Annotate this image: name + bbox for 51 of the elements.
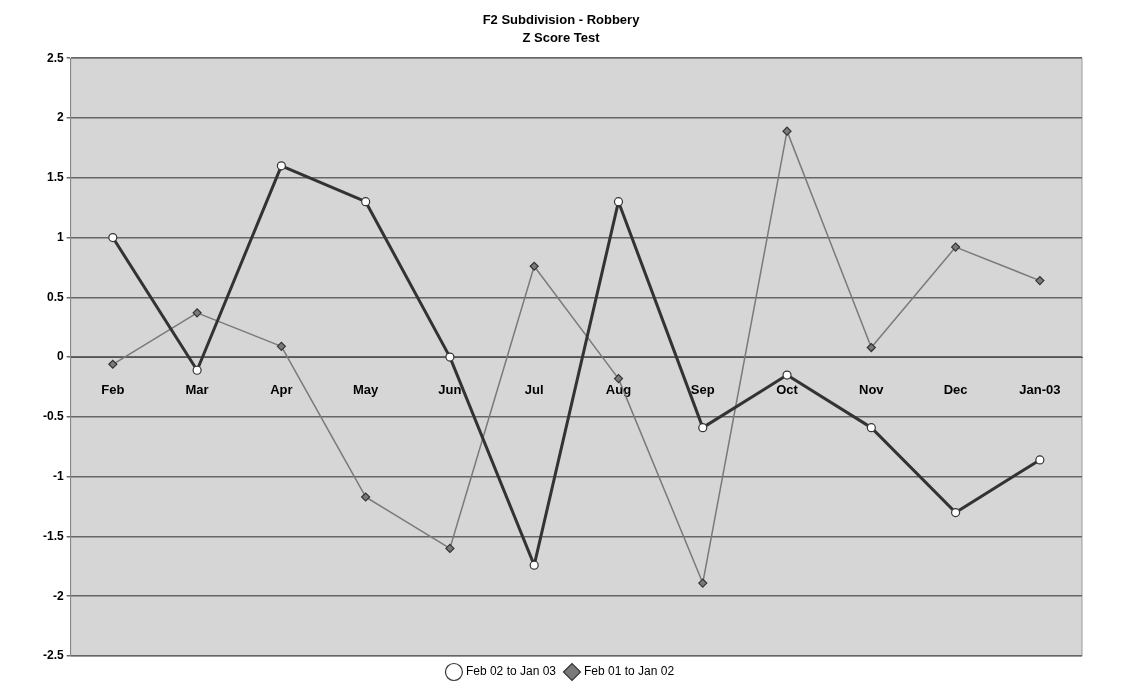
y-tick-label: 0: [56, 349, 64, 364]
point: [361, 197, 371, 207]
point: [192, 365, 202, 375]
y-tick-label: 1.5: [46, 170, 64, 185]
point: [276, 161, 286, 171]
y-tick-label: -2.5: [42, 648, 64, 663]
point: [1035, 455, 1045, 465]
y-tick-label: -1: [53, 468, 64, 483]
x-tick-label: Sep: [690, 382, 715, 398]
chart-title: F2 Subdivision - Robbery: [482, 12, 641, 28]
point: [950, 507, 961, 518]
point: [445, 352, 455, 362]
y-tick-label: -0.5: [42, 409, 64, 424]
point: [698, 578, 708, 588]
point: [445, 543, 455, 553]
x-tick-label: Dec: [943, 382, 968, 398]
point: [698, 423, 708, 433]
point: [529, 261, 539, 271]
point: [108, 359, 118, 369]
point: [866, 342, 876, 353]
point: [192, 308, 202, 318]
y-tick-label: 0.5: [46, 289, 64, 304]
point: [361, 492, 371, 502]
y-tick-label: 2: [56, 110, 64, 125]
y-tick-label: 1: [56, 229, 64, 244]
x-tick-label: Apr: [270, 382, 293, 398]
y-tick-label: -2: [53, 588, 64, 603]
y-tick-label: 2.5: [46, 50, 64, 65]
x-tick-label: Aug: [605, 382, 632, 398]
legend-label: Feb 01 to Jan 02: [584, 664, 675, 679]
x-tick-label: Nov: [859, 382, 885, 398]
point: [613, 197, 624, 207]
point: [950, 242, 961, 252]
y-tick-label: -1.5: [42, 528, 64, 543]
point: [108, 232, 118, 243]
x-tick-label: Oct: [776, 382, 799, 398]
legend-label: Feb 02 to Jan 03: [465, 664, 557, 679]
point: [276, 341, 286, 351]
point: [529, 560, 539, 570]
point: [782, 370, 792, 380]
x-tick-label: Jan-03: [1019, 382, 1061, 398]
chart-subtitle: Z Score Test: [522, 29, 601, 45]
x-tick-label: Feb: [101, 382, 125, 398]
point: [613, 374, 624, 384]
x-tick-label: Mar: [185, 382, 209, 398]
point: [866, 423, 876, 433]
x-tick-label: May: [353, 382, 380, 398]
x-tick-label: Jul: [524, 382, 544, 398]
point: [782, 126, 792, 136]
x-tick-label: Jun: [438, 382, 462, 398]
point: [1035, 275, 1045, 286]
